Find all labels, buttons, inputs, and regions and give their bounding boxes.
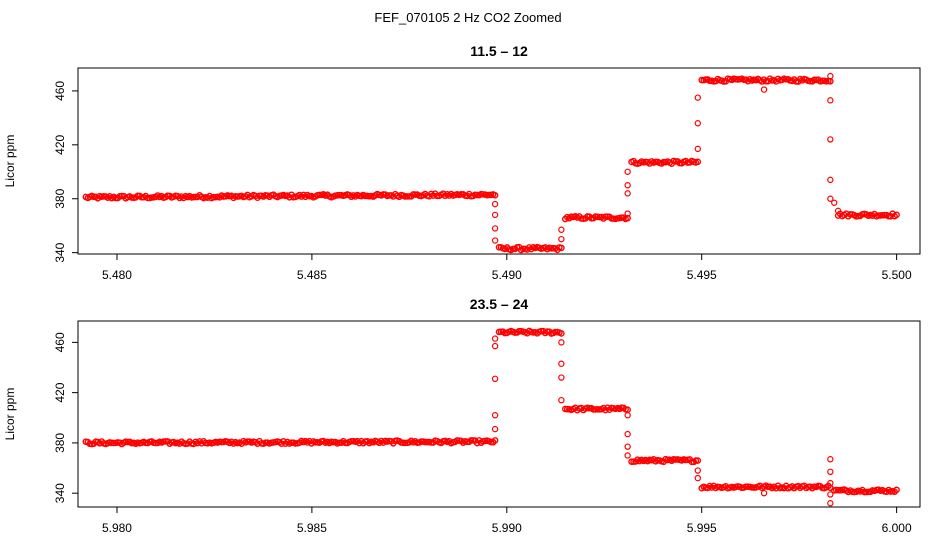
data-point: [558, 235, 565, 243]
data-series-segment-4: [628, 455, 702, 466]
x-tick-label: 5.995: [687, 521, 717, 535]
data-series-segment-1: [82, 437, 499, 448]
x-tick-label: 6.000: [882, 521, 912, 535]
data-point: [558, 339, 565, 346]
y-tick-label: 340: [53, 242, 67, 262]
data-series-segment-5: [698, 75, 834, 85]
data-point: [624, 443, 631, 450]
data-point: [827, 468, 834, 476]
plot-frame: [77, 67, 921, 255]
data-point: [827, 136, 834, 143]
data-point: [624, 210, 631, 217]
data-point: [827, 195, 834, 202]
data-point: [827, 72, 834, 80]
data-point: [491, 375, 499, 383]
data-point: [760, 489, 768, 497]
x-tick-label: 5.480: [102, 268, 132, 282]
y-tick-label: 340: [53, 483, 67, 503]
data-point: [624, 452, 631, 459]
data-point: [491, 200, 499, 208]
data-point: [893, 486, 900, 494]
panel-1: 11.5 – 12 Licor ppm 5.480 5.485 5.490 5.495 5.…: [3, 43, 921, 282]
transition-points: [491, 72, 842, 244]
data-point: [624, 190, 631, 197]
data-point: [893, 211, 900, 219]
figure-title: FEF_070105 2 Hz CO2 Zoomed: [374, 10, 562, 25]
data-point: [491, 237, 499, 244]
panel-title: 11.5 – 12: [470, 43, 528, 59]
data-point: [491, 335, 499, 342]
y-tick-label: 420: [53, 382, 67, 402]
y-tick-label: 380: [53, 433, 67, 453]
data-point: [831, 199, 838, 206]
y-tick-label: 460: [53, 81, 67, 101]
panel-title: 23.5 – 24: [470, 296, 529, 312]
y-axis-label: Licor ppm: [3, 135, 17, 188]
data-point: [834, 207, 842, 215]
data-point: [694, 457, 702, 464]
data-point: [558, 396, 565, 404]
data-point: [558, 226, 565, 233]
data-point: [624, 430, 631, 438]
data-point: [827, 500, 834, 507]
data-series-segment-6: [830, 486, 900, 496]
data-point: [827, 491, 834, 498]
x-tick-label: 5.485: [297, 268, 327, 282]
data-series-segment-3: [561, 212, 631, 223]
data-point: [558, 360, 565, 367]
x-tick-label: 5.490: [492, 268, 522, 282]
data-point: [760, 86, 768, 93]
y-tick-label: 460: [53, 332, 67, 352]
data-series-segment-6: [834, 210, 900, 220]
data-point: [827, 97, 834, 104]
transition-points: [491, 335, 834, 507]
data-point: [491, 342, 499, 350]
data-series-segment-5: [698, 482, 834, 492]
data-point: [491, 191, 499, 199]
data-point: [558, 244, 565, 252]
data-point: [694, 467, 702, 474]
data-point: [624, 214, 631, 222]
data-point: [694, 120, 702, 127]
x-tick-label: 5.980: [102, 521, 132, 535]
data-point: [491, 437, 499, 444]
x-tick-label: 5.500: [882, 268, 912, 282]
plot-frame: [77, 320, 921, 508]
data-point: [827, 176, 834, 184]
data-series-segment-2: [495, 327, 565, 337]
data-point: [694, 145, 702, 153]
x-tick-label: 5.495: [687, 268, 717, 282]
data-series-segment-3: [561, 404, 631, 414]
data-point: [558, 330, 565, 337]
x-tick-label: 5.990: [492, 521, 522, 535]
data-point: [624, 412, 631, 419]
data-point: [827, 479, 834, 487]
data-series-segment-1: [82, 190, 499, 202]
x-tick-label: 5.985: [297, 521, 327, 535]
data-point: [694, 474, 702, 482]
data-point: [624, 182, 631, 189]
data-point: [491, 225, 499, 232]
data-series-segment-2: [495, 243, 565, 254]
data-point: [491, 211, 499, 219]
data-point: [491, 425, 499, 433]
y-axis-label: Licor ppm: [3, 388, 17, 441]
data-series-segment-4: [628, 157, 702, 168]
y-tick-label: 380: [53, 188, 67, 208]
data-point: [827, 456, 834, 463]
data-point: [624, 168, 631, 175]
data-point: [694, 158, 702, 166]
data-point: [491, 412, 499, 419]
data-point: [558, 374, 565, 381]
y-tick-label: 420: [53, 134, 67, 154]
panel-2: 23.5 – 24 Licor ppm 5.980 5.985 5.990 5.995 6.…: [3, 296, 921, 535]
data-point: [694, 94, 702, 101]
